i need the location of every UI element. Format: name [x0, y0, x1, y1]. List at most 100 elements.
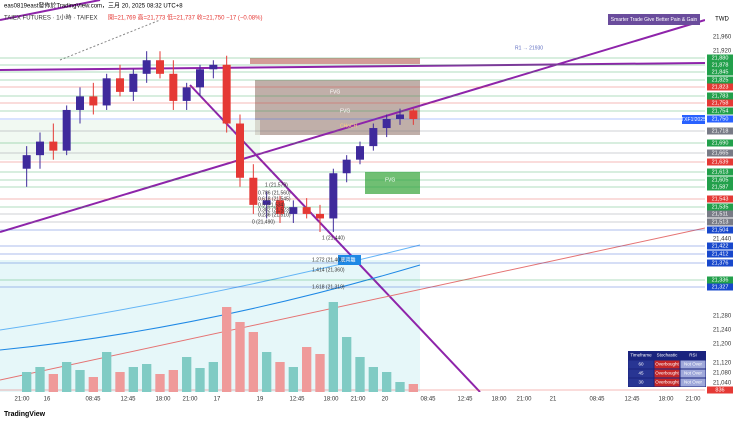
- time-label: 12:45: [457, 397, 473, 403]
- button[interactable]: [608, 14, 700, 25]
- volume-bar: [22, 372, 32, 392]
- time-label: 16: [44, 397, 51, 403]
- time-label: 12:45: [624, 397, 640, 403]
- price-tag-label: 21,718: [712, 128, 729, 134]
- volume-bar: [408, 384, 418, 392]
- time-label: 18:00: [155, 397, 171, 403]
- table-cell: [628, 369, 654, 378]
- price-tag-label: 21,665: [712, 150, 729, 156]
- volume-bar: [62, 362, 72, 392]
- table-cell-text: Not Over: [684, 362, 703, 367]
- candle-body: [209, 64, 218, 70]
- volume-bar: [235, 322, 245, 392]
- trend-line: [0, 227, 706, 381]
- price-tag: [707, 149, 733, 157]
- volume-bar: [368, 367, 378, 392]
- time-label: 21: [550, 397, 557, 403]
- volume-bar: [302, 347, 312, 392]
- price-tag-label: 21,327: [712, 284, 729, 290]
- annotation: FVG: [340, 108, 350, 114]
- candle-body: [396, 114, 404, 119]
- table-header: RSI: [689, 353, 697, 358]
- price-tag: [707, 283, 733, 291]
- annotation: 底背離: [340, 256, 355, 263]
- candle-body: [62, 109, 71, 151]
- volume-bar: [182, 357, 192, 392]
- price-tag-label: 21,825: [712, 77, 729, 83]
- volume-bar: [342, 337, 352, 392]
- price-tag: [707, 226, 733, 234]
- time-label: 20: [382, 397, 389, 403]
- table-cell-text: Overbought: [655, 362, 679, 367]
- price-tag: [707, 158, 733, 166]
- candle-body: [382, 119, 391, 129]
- price-tag-label: 21,511: [712, 211, 728, 217]
- price-tag-label: 21,823: [712, 84, 729, 90]
- annotation: 1.272 (21,400): [312, 257, 345, 263]
- annotation: 0.5 (21,534): [258, 202, 285, 208]
- time-label: 08:45: [85, 397, 101, 403]
- price-label: 21,440: [713, 237, 732, 243]
- volume-bar: [208, 362, 218, 392]
- candle-body: [142, 60, 151, 74]
- price-tag: [707, 183, 733, 191]
- time-label: 21:00: [14, 397, 30, 403]
- time-label: 21:00: [516, 397, 532, 403]
- price-tag: [707, 139, 733, 147]
- price-tag: [707, 210, 733, 218]
- candle-body: [156, 60, 164, 74]
- price-tag-label: 21,422: [712, 243, 729, 249]
- candle-body: [49, 141, 58, 151]
- table-header: Stochastic: [657, 353, 679, 358]
- volume-bar: [155, 374, 165, 392]
- candle-body: [356, 146, 364, 160]
- annotation: CHoCH: [340, 123, 358, 129]
- price-label: 21,080: [713, 371, 732, 377]
- candle-body: [316, 213, 324, 219]
- price-tag: [707, 99, 733, 107]
- table-cell: [628, 378, 654, 387]
- candle-body: [196, 69, 204, 88]
- price-tag: [707, 61, 733, 69]
- time-label: 18:00: [491, 397, 507, 403]
- time-label: 18:00: [658, 397, 674, 403]
- button-label[interactable]: Smarter Trade Give Better Pain & Gain: [611, 17, 698, 23]
- price-tag-label: 21,513: [712, 219, 729, 225]
- currency: TWD: [715, 17, 729, 23]
- candle-body: [76, 96, 84, 110]
- candle-body: [409, 110, 418, 119]
- price-tag: [707, 242, 733, 250]
- candle-body: [329, 173, 338, 219]
- table-header: Timeframe: [630, 353, 652, 358]
- symbol: TAIEX FUTURES · 1小時 · TAIFEX: [4, 14, 97, 22]
- volume-bar: [128, 367, 138, 392]
- volume-bar: [288, 367, 298, 392]
- candle-body: [36, 141, 44, 156]
- price-tag: [707, 54, 733, 62]
- price-tag: [707, 115, 733, 123]
- table-cell-text: 60: [638, 362, 644, 367]
- time-label: 18:00: [323, 397, 339, 403]
- volume-bar: [75, 370, 85, 392]
- price-tag-label: 21,754: [712, 108, 729, 114]
- candle-body: [89, 96, 98, 106]
- fvg-zone: [250, 58, 420, 64]
- fvg-zone: [365, 172, 420, 194]
- candle-body: [262, 200, 271, 205]
- footer-logo: TradingView: [4, 411, 46, 418]
- publisher: eas0819east發佈於TradingView.com，三月 20, 202…: [4, 2, 183, 10]
- volume-bar: [248, 332, 258, 392]
- price-tag-label: 21,783: [712, 93, 729, 99]
- time-label: 12:45: [289, 397, 305, 403]
- price-tag: [707, 250, 733, 258]
- volume-bar: [142, 364, 152, 392]
- candle-body: [289, 207, 298, 214]
- candle-body: [22, 155, 31, 169]
- time-label: 17: [214, 397, 221, 403]
- volume-bar: [195, 368, 205, 392]
- table-cell-text: Overbought: [655, 371, 679, 376]
- volume-bar: [328, 302, 338, 392]
- annotation: 1.618 (21,319): [312, 284, 345, 290]
- price-tag: [707, 107, 733, 115]
- volume-bar: [382, 372, 392, 392]
